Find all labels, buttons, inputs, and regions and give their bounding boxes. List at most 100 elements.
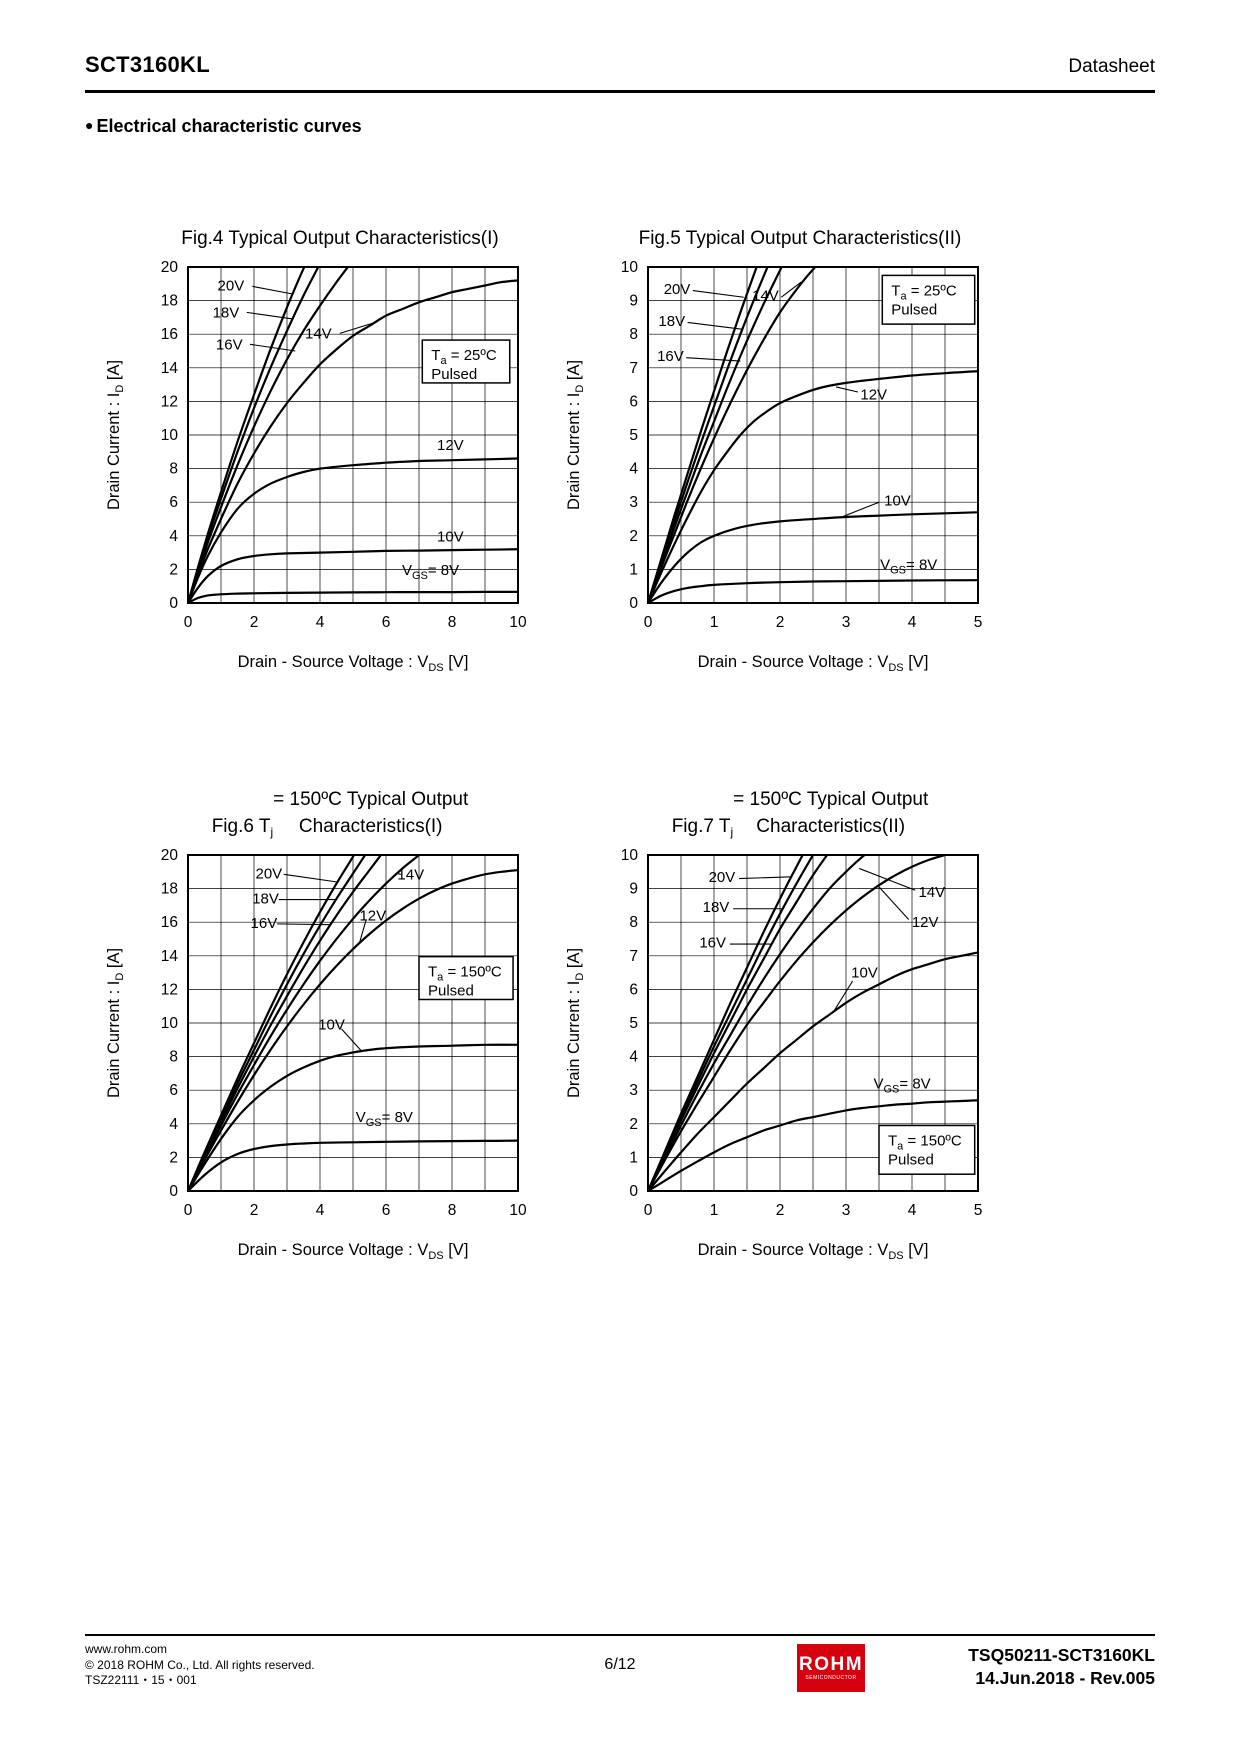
x-tick-label: 8	[448, 614, 457, 631]
label-leader-line	[359, 919, 367, 943]
x-axis-title: Drain - Source Voltage : VDS [V]	[238, 653, 469, 674]
footer-doc-id: TSQ50211-SCT3160KL	[968, 1645, 1155, 1665]
curve-label: 10V	[851, 965, 878, 982]
figure-4-title: Fig.4 Typical Output Characteristics(I)	[181, 228, 499, 250]
y-tick-label: 18	[161, 293, 178, 310]
y-tick-label: 5	[629, 1015, 638, 1032]
condition-text: Ta = 25ºC	[431, 347, 497, 367]
curve-label: 12V	[912, 914, 939, 931]
curve-vgs-18V	[649, 268, 769, 602]
curve-vgs-12V	[649, 370, 977, 602]
curve-vgs-14V	[649, 856, 866, 1190]
header-rule	[85, 90, 1155, 93]
footer-doc-code: TSZ22111・15・001	[85, 1673, 197, 1687]
plot-border	[647, 266, 979, 604]
y-axis-title: Drain Current : ID [A]	[105, 360, 126, 510]
y-tick-label: 1	[629, 1149, 638, 1166]
curve-label: 20V	[218, 277, 245, 294]
label-leader-line	[249, 343, 296, 352]
y-tick-label: 5	[629, 427, 638, 444]
x-tick-label: 4	[908, 614, 917, 631]
curve-label: 20V	[709, 869, 736, 886]
y-tick-label: 10	[161, 427, 179, 444]
x-axis-title: Drain - Source Voltage : VDS [V]	[238, 1241, 469, 1262]
y-tick-label: 8	[169, 461, 178, 478]
x-tick-label: 2	[250, 1202, 259, 1219]
y-tick-label: 6	[629, 393, 638, 410]
label-leader-line	[341, 1028, 362, 1052]
y-tick-label: 6	[169, 1082, 178, 1099]
curve-vgs-8V	[189, 1139, 517, 1190]
figure-5-title: Fig.5 Typical Output Characteristics(II)	[638, 228, 962, 250]
y-tick-label: 8	[629, 914, 638, 931]
y-tick-label: 9	[629, 881, 638, 898]
rohm-logo-subtext: SEMICONDUCTOR	[805, 1675, 857, 1681]
label-leader-line	[686, 357, 741, 362]
y-tick-label: 8	[169, 1049, 178, 1066]
x-tick-label: 2	[776, 614, 785, 631]
rohm-logo-text: ROHM	[798, 1654, 864, 1675]
plot-border	[647, 854, 979, 1192]
label-leader-line	[842, 501, 880, 518]
curve-vgs-20V	[189, 856, 355, 1190]
curve-label: 10V	[437, 529, 464, 546]
curve-vgs-14V	[649, 268, 816, 602]
y-tick-label: 6	[629, 981, 638, 998]
curve-vgs-16V	[189, 268, 349, 602]
label-leader-line	[835, 386, 859, 393]
curve-label: 10V	[884, 493, 911, 510]
curve-vgs-10V	[189, 548, 517, 602]
curve-label: 10V	[318, 1017, 345, 1034]
rohm-logo: ROHM SEMICONDUCTOR	[797, 1644, 865, 1692]
figure-4: Fig.4 Typical Output Characteristics(I) …	[85, 197, 595, 698]
curve-vgs-10V	[649, 951, 977, 1190]
curve-label: 16V	[251, 915, 278, 932]
curve-vgs-8V	[189, 590, 517, 602]
x-tick-label: 10	[509, 614, 527, 631]
condition-text: Pulsed	[431, 366, 477, 383]
curve-vgs-18V	[189, 268, 319, 602]
y-axis-title: Drain Current : ID [A]	[105, 948, 126, 1098]
label-leader-line	[878, 886, 910, 920]
label-leader-line	[277, 923, 331, 926]
curve-vgs-16V	[649, 856, 828, 1190]
x-tick-label: 0	[184, 1202, 193, 1219]
y-tick-label: 10	[621, 259, 639, 276]
curve-label: 20V	[664, 281, 691, 298]
y-tick-label: 12	[161, 393, 178, 410]
x-tick-label: 5	[974, 1202, 983, 1219]
x-tick-label: 4	[316, 1202, 325, 1219]
y-tick-label: 7	[629, 360, 638, 377]
y-tick-label: 0	[169, 1183, 178, 1200]
curve-label: 12V	[437, 437, 464, 454]
condition-box	[418, 955, 514, 1001]
condition-text: Pulsed	[891, 301, 937, 318]
y-tick-label: 12	[161, 981, 178, 998]
curve-vgs-16V	[189, 856, 382, 1190]
label-leader-line	[339, 321, 378, 334]
y-tick-label: 20	[161, 847, 179, 864]
curve-vgs-8V	[649, 579, 977, 602]
curve-label: 16V	[699, 934, 726, 951]
label-leader-line	[692, 289, 744, 298]
label-leader-line	[739, 876, 792, 880]
curve-vgs-10V	[189, 1043, 517, 1190]
y-tick-label: 18	[161, 881, 178, 898]
y-tick-label: 1	[629, 561, 638, 578]
curve-label: 16V	[657, 348, 684, 365]
y-tick-label: 2	[169, 1149, 178, 1166]
section-title-text: Electrical characteristic curves	[96, 116, 362, 136]
footer-left-block: www.rohm.com © 2018 ROHM Co., Ltd. All r…	[85, 1642, 315, 1689]
y-tick-label: 9	[629, 293, 638, 310]
doc-type-label: Datasheet	[1068, 56, 1155, 77]
curve-label: VGS= 8V	[873, 1075, 930, 1095]
x-tick-label: 3	[842, 614, 851, 631]
footer-rule	[85, 1634, 1155, 1636]
condition-text: Ta = 150ºC	[428, 964, 502, 984]
x-axis-title: Drain - Source Voltage : VDS [V]	[698, 1241, 929, 1262]
curve-label: 18V	[658, 313, 685, 330]
condition-box	[881, 274, 976, 325]
y-tick-label: 20	[161, 259, 179, 276]
